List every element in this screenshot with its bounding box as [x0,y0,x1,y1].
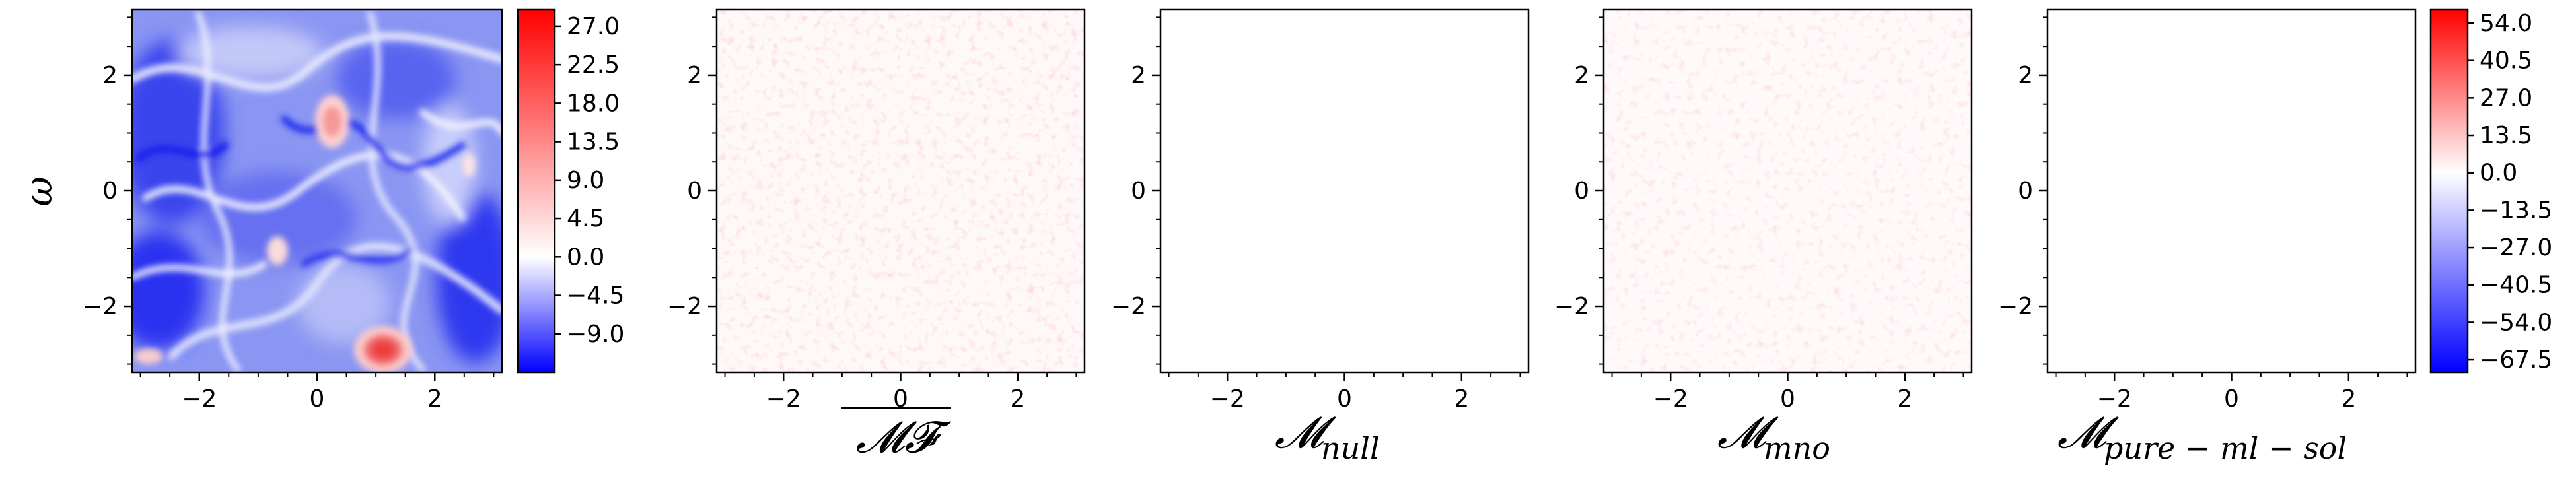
x-tick-label: 2 [1897,385,1912,412]
vorticity-heatmap [132,9,502,372]
svg-text:𝓜𝓕: 𝓜𝓕 [856,412,952,463]
panel-m-pure-ml-sol: −2 0 2 −2 0 2 𝓜 pure − ml − sol [1998,8,2417,466]
colorbar-tick-label: −4.5 [567,282,624,310]
colorbar-omega-gradient [518,9,555,372]
y-tick-label: 2 [2018,62,2033,89]
x-tick-label: −2 [182,385,217,412]
svg-text:mno: mno [1764,430,1830,466]
omega-ylabel: ω [18,176,61,207]
colorbar-omega-ticks: 27.0 22.5 18.0 13.5 9.0 4.5 0.0 −4.5 −9.0 [555,13,624,348]
svg-text:null: null [1321,430,1380,466]
y-tick-label: 0 [1131,178,1146,205]
m-pure-ml-sol-heatmap [2048,9,2415,372]
colorbar-shared: 54.0 40.5 27.0 13.5 0.0 −13.5 −27.0 −40.5 −54.0 −… [2429,8,2552,374]
y-tick-label: −2 [1554,293,1589,320]
y-tick-label: 2 [1574,62,1589,89]
x-tick-label: 2 [2341,385,2356,412]
y-tick-label: 0 [102,178,118,205]
colorbar-tick-label: −40.5 [2480,272,2552,299]
colorbar-tick-label: 22.5 [567,51,620,79]
m-null-heatmap [1161,9,1528,372]
x-tick-label: 0 [1780,385,1795,412]
x-tick-label: −2 [1210,385,1245,412]
m-mno-xlabel: 𝓜 mno [1717,407,1830,466]
panel-m-mno-ticks: −2 0 2 −2 0 2 [1554,16,1964,412]
m-pure-ml-sol-xlabel: 𝓜 pure − ml − sol [2057,407,2347,466]
x-tick-label: −2 [1653,385,1688,412]
x-tick-label: 0 [310,385,325,412]
colorbar-tick-label: −54.0 [2480,309,2552,336]
panel-m-null-ticks: −2 0 2 −2 0 2 [1111,16,1521,412]
panel-omega-ticks: −2 0 2 −2 0 2 [83,16,495,412]
panel-m-null: −2 0 2 −2 0 2 𝓜 null [1111,8,1530,466]
colorbar-tick-label: 40.5 [2480,48,2532,75]
colorbar-tick-label: 0.0 [2480,160,2517,187]
panel-m-mno: −2 0 2 −2 0 2 𝓜 mno [1554,8,1973,466]
x-tick-label: 2 [427,385,443,412]
colorbar-tick-label: 0.0 [567,244,604,271]
y-tick-label: 0 [1574,178,1589,205]
colorbar-shared-ticks: 54.0 40.5 27.0 13.5 0.0 −13.5 −27.0 −40.5 −54.0 −… [2468,10,2552,374]
y-tick-label: 0 [687,178,702,205]
x-tick-label: 2 [1010,385,1025,412]
colorbar-tick-label: −67.5 [2480,346,2552,374]
x-tick-label: 0 [1337,385,1352,412]
colorbar-tick-label: −13.5 [2480,197,2552,224]
colorbar-tick-label: −27.0 [2480,234,2552,261]
panel-mf-bar-ticks: −2 0 2 −2 0 2 [667,16,1077,412]
colorbar-tick-label: 54.0 [2480,10,2532,37]
y-tick-label: −2 [1111,293,1146,320]
x-tick-label: −2 [766,385,801,412]
x-tick-label: 0 [893,385,908,412]
panel-m-pure-ml-sol-ticks: −2 0 2 −2 0 2 [1998,16,2408,412]
colorbar-tick-label: 13.5 [567,129,620,156]
y-tick-label: 2 [687,62,702,89]
y-tick-label: −2 [1998,293,2033,320]
y-tick-label: 2 [1131,62,1146,89]
m-null-xlabel: 𝓜 null [1275,407,1380,466]
colorbar-tick-label: 27.0 [2480,84,2532,112]
panel-omega: −2 0 2 −2 0 2 ω [18,8,503,412]
y-tick-label: 0 [2018,178,2033,205]
svg-text:pure − ml − sol: pure − ml − sol [2104,430,2347,466]
colorbar-omega: 27.0 22.5 18.0 13.5 9.0 4.5 0.0 −4.5 −9.0 [517,8,624,374]
colorbar-tick-label: 18.0 [567,90,620,117]
colorbar-tick-label: 13.5 [2480,122,2532,149]
mf-bar-xlabel: 𝓜𝓕 [841,407,952,463]
x-tick-label: −2 [2097,385,2132,412]
y-tick-label: −2 [667,293,702,320]
colorbar-shared-gradient [2431,9,2468,372]
panel-mf-bar: −2 0 2 −2 0 2 𝓜𝓕 [667,8,1086,463]
colorbar-tick-label: 27.0 [567,13,620,40]
colorbar-tick-label: −9.0 [567,321,624,348]
x-tick-label: 0 [2224,385,2239,412]
y-tick-label: −2 [83,293,118,320]
y-tick-label: 2 [102,62,118,89]
x-tick-label: 2 [1454,385,1469,412]
colorbar-tick-label: 4.5 [567,205,604,232]
colorbar-tick-label: 9.0 [567,167,604,194]
